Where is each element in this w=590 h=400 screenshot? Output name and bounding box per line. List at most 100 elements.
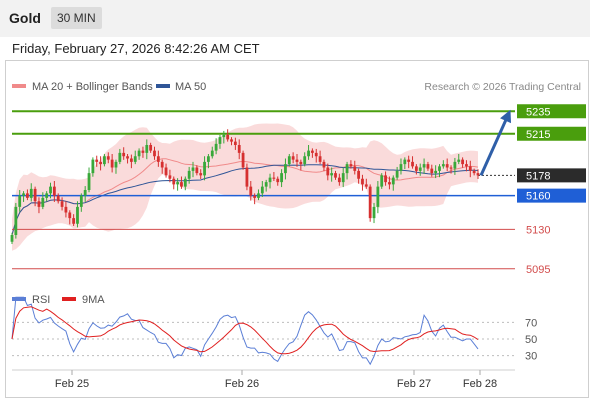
candle (368, 184, 372, 222)
level-label-5235: 5235 (526, 106, 550, 118)
candle (103, 154, 106, 167)
legend-swatch-ma20 (12, 84, 26, 88)
candle (334, 170, 337, 180)
candle (83, 186, 87, 202)
candle (318, 150, 322, 165)
candle-body (476, 173, 480, 176)
candle-body (79, 195, 83, 207)
candle-body (160, 161, 164, 168)
candle (280, 169, 283, 188)
candle (476, 169, 480, 179)
candle (14, 202, 18, 239)
candle-body (407, 159, 411, 162)
candle-body (391, 177, 395, 185)
candle (472, 168, 476, 176)
candle (183, 176, 187, 191)
legend-label-ma20: MA 20 + Bollinger Bands (32, 81, 153, 93)
candle (441, 160, 445, 169)
candle (91, 157, 95, 177)
candle-body (434, 170, 438, 174)
candle (260, 181, 264, 197)
candle-body (453, 161, 457, 169)
bollinger-band-area (12, 123, 478, 251)
rsi-ma-legend-label: 9MA (82, 294, 105, 306)
candle (114, 159, 118, 174)
candle (353, 160, 357, 175)
candle-body (426, 164, 430, 169)
candle (141, 146, 145, 158)
candle (245, 163, 249, 191)
candle (438, 164, 441, 178)
candle-body (214, 143, 218, 151)
candle (449, 165, 453, 174)
candle (222, 130, 226, 144)
candle (60, 197, 64, 211)
candle-body (33, 188, 37, 202)
candle-body (364, 184, 368, 187)
candle-body (164, 167, 168, 176)
candle (145, 139, 149, 160)
candle (180, 176, 183, 189)
candle (172, 176, 176, 190)
candle (52, 181, 56, 202)
candle (291, 152, 295, 164)
candle-body (357, 170, 361, 179)
candle (76, 201, 79, 228)
candle-body (149, 145, 153, 151)
candle-body (122, 152, 126, 157)
x-tick-label: Feb 25 (55, 378, 89, 390)
interval-button[interactable]: 30 MIN (51, 7, 102, 29)
candle (341, 167, 345, 188)
candle (230, 137, 233, 146)
candle (272, 172, 276, 181)
candle (129, 154, 133, 169)
legend-label-ma50: MA 50 (175, 81, 206, 93)
candle (168, 169, 172, 183)
level-tag-5235 (517, 104, 586, 119)
candle (87, 167, 91, 193)
candle (26, 189, 29, 201)
candle (156, 150, 160, 167)
candle-body (191, 167, 195, 171)
candle-body (465, 164, 468, 167)
candle-body (145, 145, 149, 153)
candle (237, 139, 241, 160)
candle-body (118, 152, 122, 162)
rsi-tick-label: 30 (525, 351, 537, 363)
candle (95, 155, 99, 167)
candle-body (272, 177, 276, 179)
candle-body (91, 159, 95, 174)
candle (207, 154, 210, 169)
candle (214, 138, 218, 155)
candle-body (237, 145, 241, 153)
level-tag-5160 (517, 188, 586, 203)
candle-body (95, 159, 99, 162)
candle (330, 167, 334, 182)
candle-body (168, 175, 172, 179)
candle-body (287, 156, 291, 165)
candle-body (414, 166, 418, 171)
candle-body (218, 137, 222, 144)
candle-body (345, 164, 349, 174)
candle (418, 163, 422, 176)
candle-body (83, 190, 87, 196)
candle (345, 161, 349, 180)
candle (445, 158, 449, 172)
candle-body (195, 167, 199, 174)
candle (210, 146, 214, 159)
candle (45, 191, 49, 202)
candle-body (72, 218, 76, 224)
candle-body (422, 164, 426, 168)
candle (284, 158, 287, 180)
rsi-tick-label: 50 (525, 334, 537, 346)
candle-body (133, 156, 137, 162)
candle (153, 146, 156, 160)
candle-body (457, 159, 461, 162)
candle-body (37, 201, 41, 207)
candle-body (411, 161, 414, 167)
candle-body (129, 158, 133, 162)
candle-body (103, 156, 106, 165)
candle-body (441, 164, 445, 167)
candle (133, 150, 137, 165)
